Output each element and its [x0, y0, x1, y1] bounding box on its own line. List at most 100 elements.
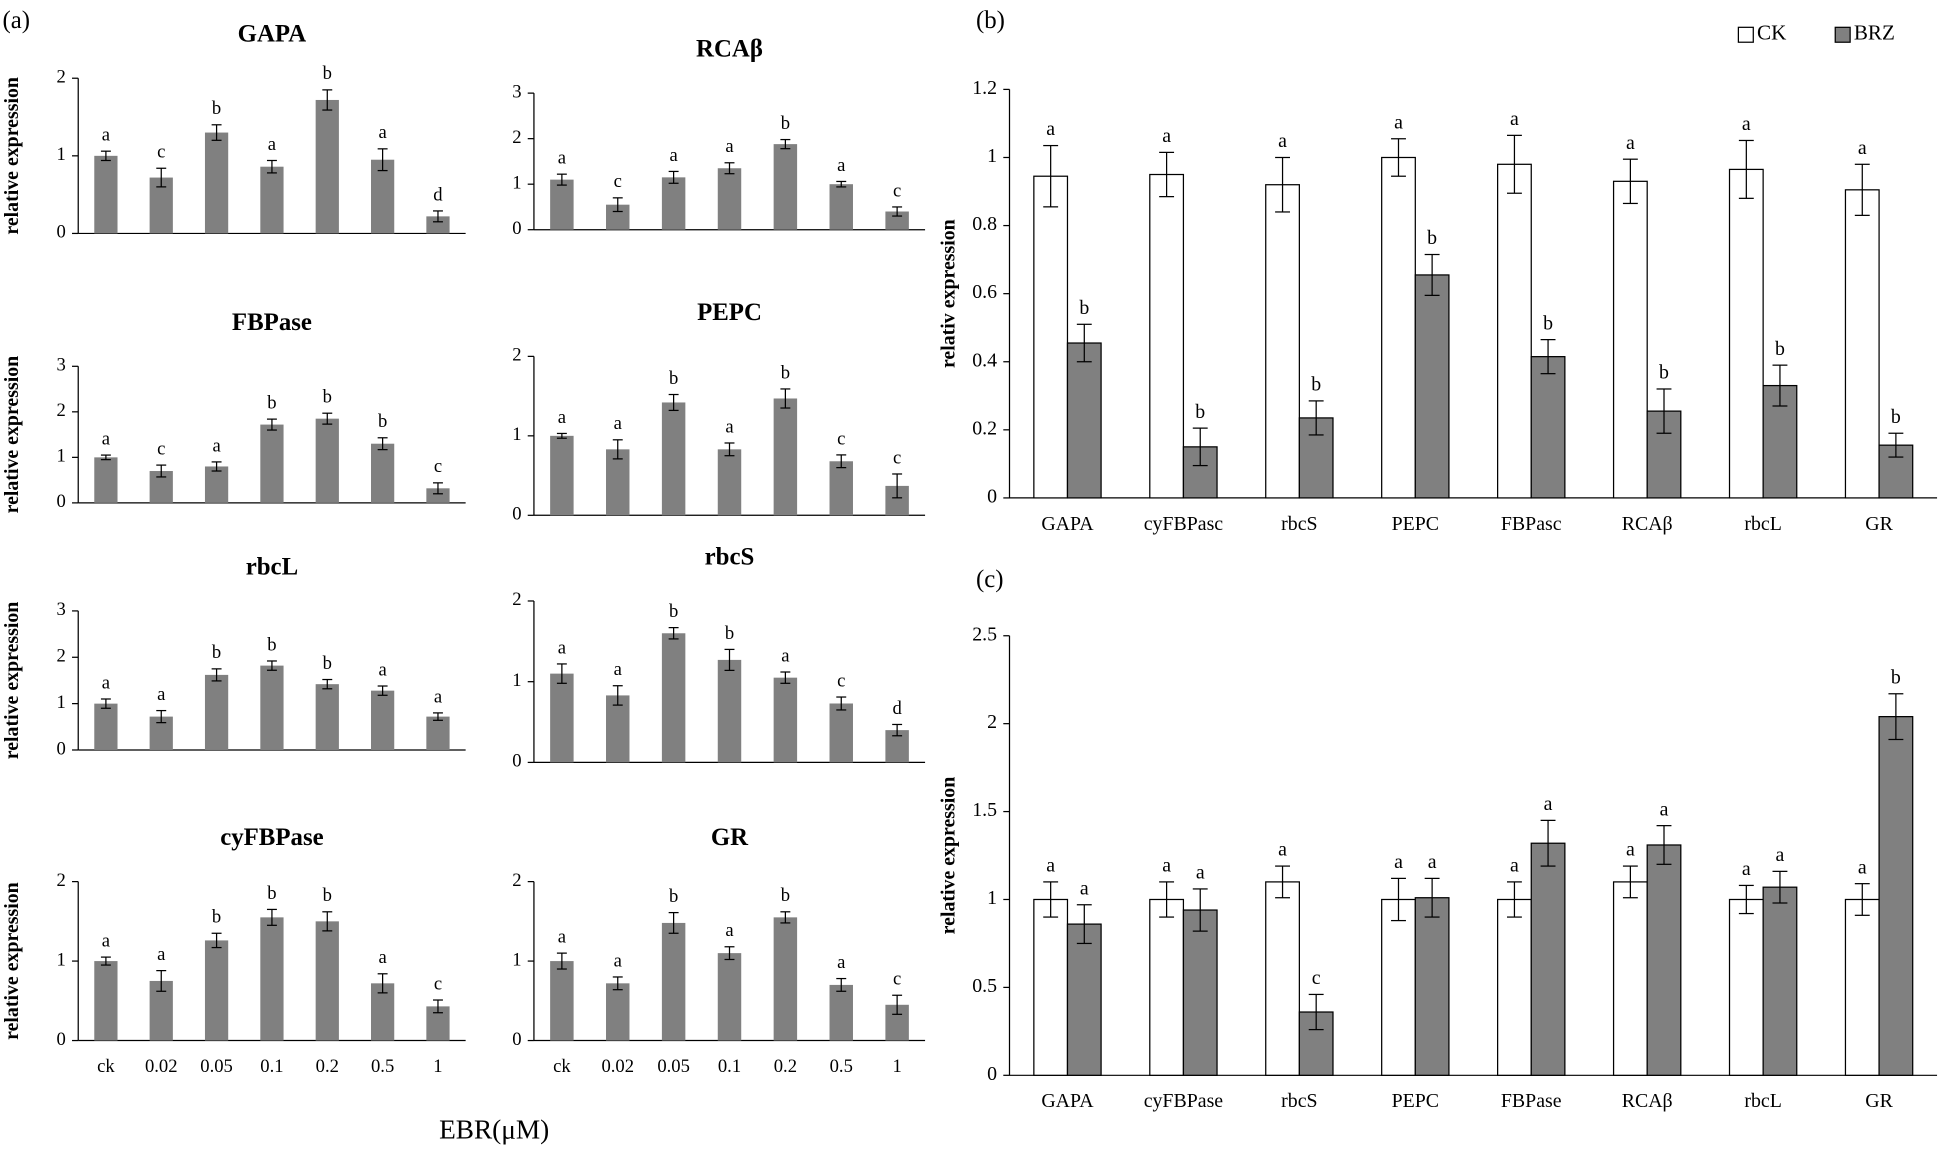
y-tick-label: 2: [56, 66, 65, 87]
significance-letter: b: [378, 411, 387, 432]
error-bar: [724, 442, 735, 457]
bar: [426, 488, 450, 503]
x-tick-label: cyFBPase: [1144, 1090, 1224, 1112]
bar: [1033, 175, 1069, 499]
significance-letter: c: [837, 428, 845, 449]
bar: [260, 166, 284, 234]
figure-content: (a) (b) (c) EBR(μM) GAPA relative express…: [1, 7, 1938, 1145]
y-axis-label: relative expression: [1, 602, 23, 760]
error-bar: [612, 685, 623, 706]
error-bar: [836, 180, 847, 188]
significance-letter: b: [267, 392, 276, 413]
bar: [94, 703, 118, 750]
significance-letter: a: [725, 920, 733, 941]
y-tick-label: 0.4: [972, 349, 997, 371]
significance-letter: b: [725, 623, 734, 644]
error-bar: [836, 454, 847, 469]
y-tick-label: 1: [56, 949, 65, 970]
bar: [1149, 173, 1185, 499]
error-bar: [1076, 323, 1092, 363]
significance-letter: c: [434, 456, 442, 477]
legend-swatch: [1737, 26, 1754, 43]
legend-label: CK: [1757, 21, 1787, 45]
y-tick-label: 1: [56, 692, 65, 713]
error-bar: [322, 911, 333, 932]
bar: [1844, 898, 1880, 1076]
error-bar: [1043, 144, 1059, 208]
error-bar: [612, 197, 623, 213]
error-bar: [156, 709, 167, 724]
bar: [1612, 881, 1648, 1076]
bar: [1878, 716, 1914, 1076]
y-tick-label: 1: [512, 424, 521, 445]
error-bar: [322, 412, 333, 425]
y-tick-label: 2: [512, 870, 521, 891]
error-bar: [1622, 158, 1638, 205]
bar: [370, 690, 395, 750]
error-bar: [556, 432, 567, 439]
x-tick-label: FBPase: [1501, 1090, 1562, 1112]
bar: [829, 461, 853, 516]
y-tick-label: 0: [512, 751, 521, 772]
error-bar: [1506, 134, 1522, 194]
error-bar: [1391, 877, 1406, 922]
bar: [204, 674, 229, 750]
y-tick-label: 0: [512, 504, 521, 525]
error-bar: [1888, 693, 1904, 741]
error-bar: [1308, 993, 1324, 1031]
error-bar: [211, 668, 222, 682]
bar: [550, 961, 574, 1041]
significance-letter: a: [1626, 132, 1635, 154]
y-tick-label: 0: [987, 485, 997, 507]
bar: [315, 99, 339, 234]
significance-letter: a: [1394, 111, 1403, 133]
x-tick-label: 0.1: [718, 1056, 741, 1077]
y-tick-label: 2: [56, 400, 65, 421]
significance-letter: a: [558, 148, 566, 169]
error-bar: [1656, 825, 1672, 865]
significance-letter: b: [1891, 666, 1901, 688]
bar: [1612, 180, 1648, 499]
bar: [260, 665, 284, 750]
significance-letter: b: [1659, 362, 1669, 384]
error-bar: [266, 660, 277, 671]
bar: [315, 684, 339, 750]
error-bar: [556, 952, 567, 970]
error-bar: [1424, 253, 1440, 296]
error-bar: [1854, 883, 1870, 916]
error-bar: [892, 473, 903, 499]
bar: [773, 144, 798, 230]
significance-letter: a: [434, 686, 442, 707]
chart-title: RCAβ: [696, 36, 763, 63]
significance-letter: a: [1510, 855, 1519, 877]
bar: [717, 449, 742, 516]
significance-letter: a: [378, 947, 386, 968]
significance-letter: b: [212, 98, 221, 119]
significance-letter: a: [268, 134, 276, 155]
significance-letter: a: [1626, 839, 1635, 861]
y-tick-label: 1.2: [972, 77, 997, 99]
error-bar: [668, 911, 679, 934]
y-tick-label: 0: [56, 491, 65, 512]
error-bar: [1772, 364, 1788, 407]
error-bar: [1656, 388, 1672, 434]
significance-letter: b: [1775, 338, 1785, 360]
significance-letter: b: [1543, 312, 1553, 334]
significance-letter: a: [614, 413, 622, 434]
bar: [149, 716, 173, 750]
bar: [426, 716, 450, 750]
y-tick-label: 1: [512, 670, 521, 691]
bar: [1530, 356, 1566, 499]
y-tick-label: 2: [987, 711, 997, 733]
bar: [1844, 189, 1880, 499]
bar: [94, 961, 118, 1041]
error-bar: [266, 159, 277, 174]
error-bar: [1622, 865, 1638, 899]
x-tick-label: 0.02: [601, 1056, 634, 1077]
bar: [204, 132, 229, 234]
bar: [717, 953, 742, 1041]
error-bar: [1540, 338, 1556, 375]
bar: [773, 398, 798, 516]
bar: [1066, 342, 1102, 499]
bar: [661, 402, 686, 516]
